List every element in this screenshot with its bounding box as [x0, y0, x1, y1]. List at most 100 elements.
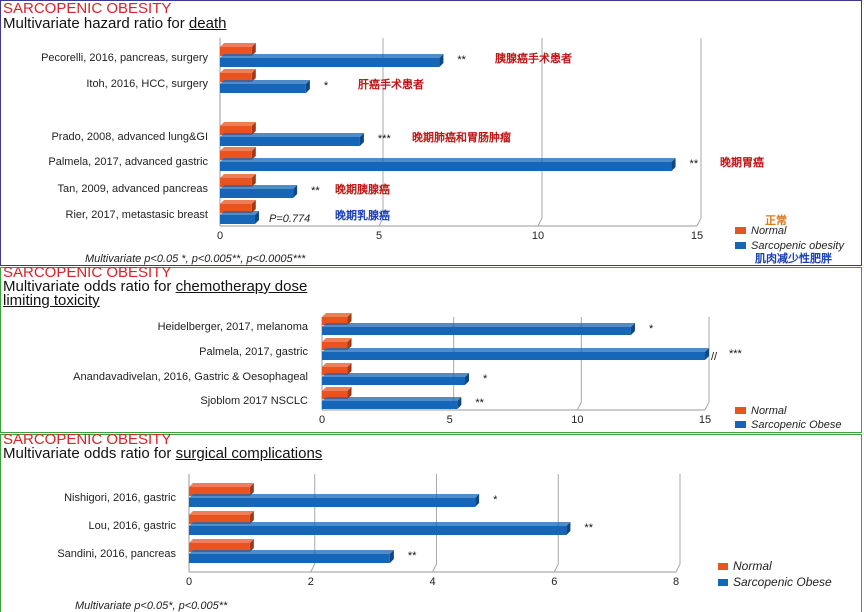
- bar-normal: [220, 151, 252, 160]
- bar-normal-side: [347, 313, 352, 325]
- significance-mark: **: [311, 185, 320, 197]
- panel-chemo-toxicity: SARCOPENIC OBESITY Multivariate odds rat…: [0, 264, 862, 433]
- significance-mark: **: [584, 522, 593, 534]
- bar-normal-side: [251, 174, 256, 187]
- bar-sarcopenic: [220, 189, 294, 198]
- gridline: [553, 474, 559, 573]
- category-label: Rier, 2017, metastasic breast: [66, 209, 208, 221]
- gridline: [576, 317, 582, 411]
- bar-sarcopenic-side: [359, 133, 364, 146]
- bar-sarcopenic: [220, 84, 306, 93]
- bar-sarcopenic: [220, 162, 672, 171]
- footnote: Multivariate p<0.05*, p<0.005**: [75, 600, 228, 612]
- bar-normal: [220, 47, 252, 56]
- bar-sarcopenic: [322, 352, 705, 360]
- bar-sarcopenic-top: [220, 54, 444, 58]
- bar-sarcopenic-side: [705, 348, 709, 360]
- legend-swatch-sarcopenic: [735, 242, 746, 249]
- x-tick-label: 0: [186, 576, 192, 588]
- x-tick-label: 5: [447, 414, 453, 426]
- bar-sarcopenic: [189, 526, 567, 535]
- bar-sarcopenic-side: [254, 211, 259, 224]
- bar-normal: [189, 515, 250, 524]
- bar-normal-top: [220, 174, 256, 178]
- legend-swatch-normal: [735, 407, 746, 414]
- legend-swatch-sarcopenic: [735, 421, 746, 428]
- bar-normal-side: [249, 483, 254, 496]
- bar-normal: [189, 487, 250, 496]
- x-tick-label: 2: [308, 576, 314, 588]
- bar-sarcopenic-top: [322, 397, 462, 401]
- bar-sarcopenic: [322, 377, 465, 385]
- chart-death-hazard: 0 5 10 15 Pecorelli, 2016, pancreas, surgery…: [41, 38, 845, 265]
- bar-sarcopenic-top: [189, 522, 571, 526]
- legend-label: Sarcopenic Obese: [733, 575, 832, 589]
- category-label: Sjoblom 2017 NSCLC: [200, 395, 308, 407]
- chart-chemo-toxicity: 0 5 10 15 Heidelberger, 2017, melanoma * Palme…: [73, 313, 842, 431]
- bar-sarcopenic: [220, 137, 360, 146]
- bar-sarcopenic-top: [220, 185, 298, 189]
- legend-label: Normal: [733, 559, 772, 573]
- bar-sarcopenic-top: [189, 550, 394, 554]
- significance-mark: **: [457, 54, 466, 66]
- significance-mark: **: [408, 550, 417, 562]
- bar-sarcopenic-top: [220, 80, 310, 84]
- bar-normal-side: [251, 200, 256, 213]
- bar-sarcopenic-top: [220, 133, 364, 137]
- significance-mark: ***: [378, 133, 392, 145]
- bar-sarcopenic-side: [671, 158, 676, 171]
- x-tick-label: 4: [429, 576, 435, 588]
- bar-sarcopenic-top: [189, 494, 480, 498]
- bar-normal: [189, 543, 250, 552]
- chinese-annotation: 晚期肺癌和胃肠肿瘤: [412, 130, 511, 144]
- chinese-annotation: 肝癌手术患者: [358, 77, 424, 91]
- legend-swatch-sarcopenic: [718, 579, 728, 586]
- bar-normal-top: [322, 387, 352, 391]
- bar-normal-side: [347, 387, 352, 399]
- bar-sarcopenic-side: [389, 550, 394, 563]
- legend-note-normal: 正常: [765, 213, 787, 227]
- category-label: Lou, 2016, gastric: [89, 520, 177, 532]
- bar-normal: [322, 317, 348, 325]
- bar-sarcopenic-side: [293, 185, 298, 198]
- panel-title-line1: Multivariate odds ratio for chemotherapy…: [3, 279, 307, 294]
- category-label: Palmela, 2017, gastric: [199, 346, 308, 358]
- bar-normal-top: [322, 338, 352, 342]
- bar-sarcopenic-top: [322, 373, 469, 377]
- panel-heading: SARCOPENIC OBESITY: [3, 264, 172, 281]
- significance-mark: ***: [729, 348, 743, 360]
- gridline: [675, 474, 681, 573]
- bar-sarcopenic-side: [475, 494, 480, 507]
- category-label: Heidelberger, 2017, melanoma: [158, 321, 309, 333]
- bar-normal-top: [322, 363, 352, 367]
- bar-sarcopenic-top: [220, 211, 259, 215]
- chinese-annotation: 晚期胃癌: [720, 155, 764, 169]
- panel-surgical-complications: SARCOPENIC OBESITY Multivariate odds rat…: [0, 432, 862, 612]
- x-tick-label: 6: [551, 576, 557, 588]
- x-tick-label: 10: [571, 414, 583, 426]
- bar-normal: [322, 367, 348, 375]
- legend-note-sarcopenic: 肌肉减少性肥胖: [754, 251, 832, 265]
- axis-break-mark: //: [711, 351, 718, 363]
- chinese-annotation: 晚期胰腺癌: [335, 182, 390, 196]
- gridline: [537, 38, 543, 227]
- legend-label: Sarcopenic Obese: [751, 419, 842, 431]
- panel-death-hazard: SARCOPENIC OBESITY Multivariate hazard r…: [0, 0, 862, 266]
- bar-normal-top: [189, 511, 254, 515]
- bar-sarcopenic-side: [457, 397, 462, 409]
- category-label: Prado, 2008, advanced lung&GI: [51, 131, 208, 143]
- bar-normal-top: [220, 43, 256, 47]
- category-label: Sandini, 2016, pancreas: [57, 548, 176, 560]
- bar-normal-side: [347, 338, 352, 350]
- bar-sarcopenic: [189, 554, 390, 563]
- significance-mark: *: [649, 323, 654, 335]
- bar-normal: [322, 391, 348, 399]
- title-text: Multivariate odds ratio for: [3, 278, 176, 295]
- panel-title-line2: limiting toxicity: [3, 293, 100, 308]
- category-label: Nishigori, 2016, gastric: [64, 492, 176, 504]
- bar-normal: [220, 126, 252, 135]
- bar-normal-side: [251, 43, 256, 56]
- bar-sarcopenic: [322, 327, 631, 335]
- category-label: Anandavadivelan, 2016, Gastric & Oesopha…: [73, 371, 308, 383]
- bar-normal-top: [189, 483, 254, 487]
